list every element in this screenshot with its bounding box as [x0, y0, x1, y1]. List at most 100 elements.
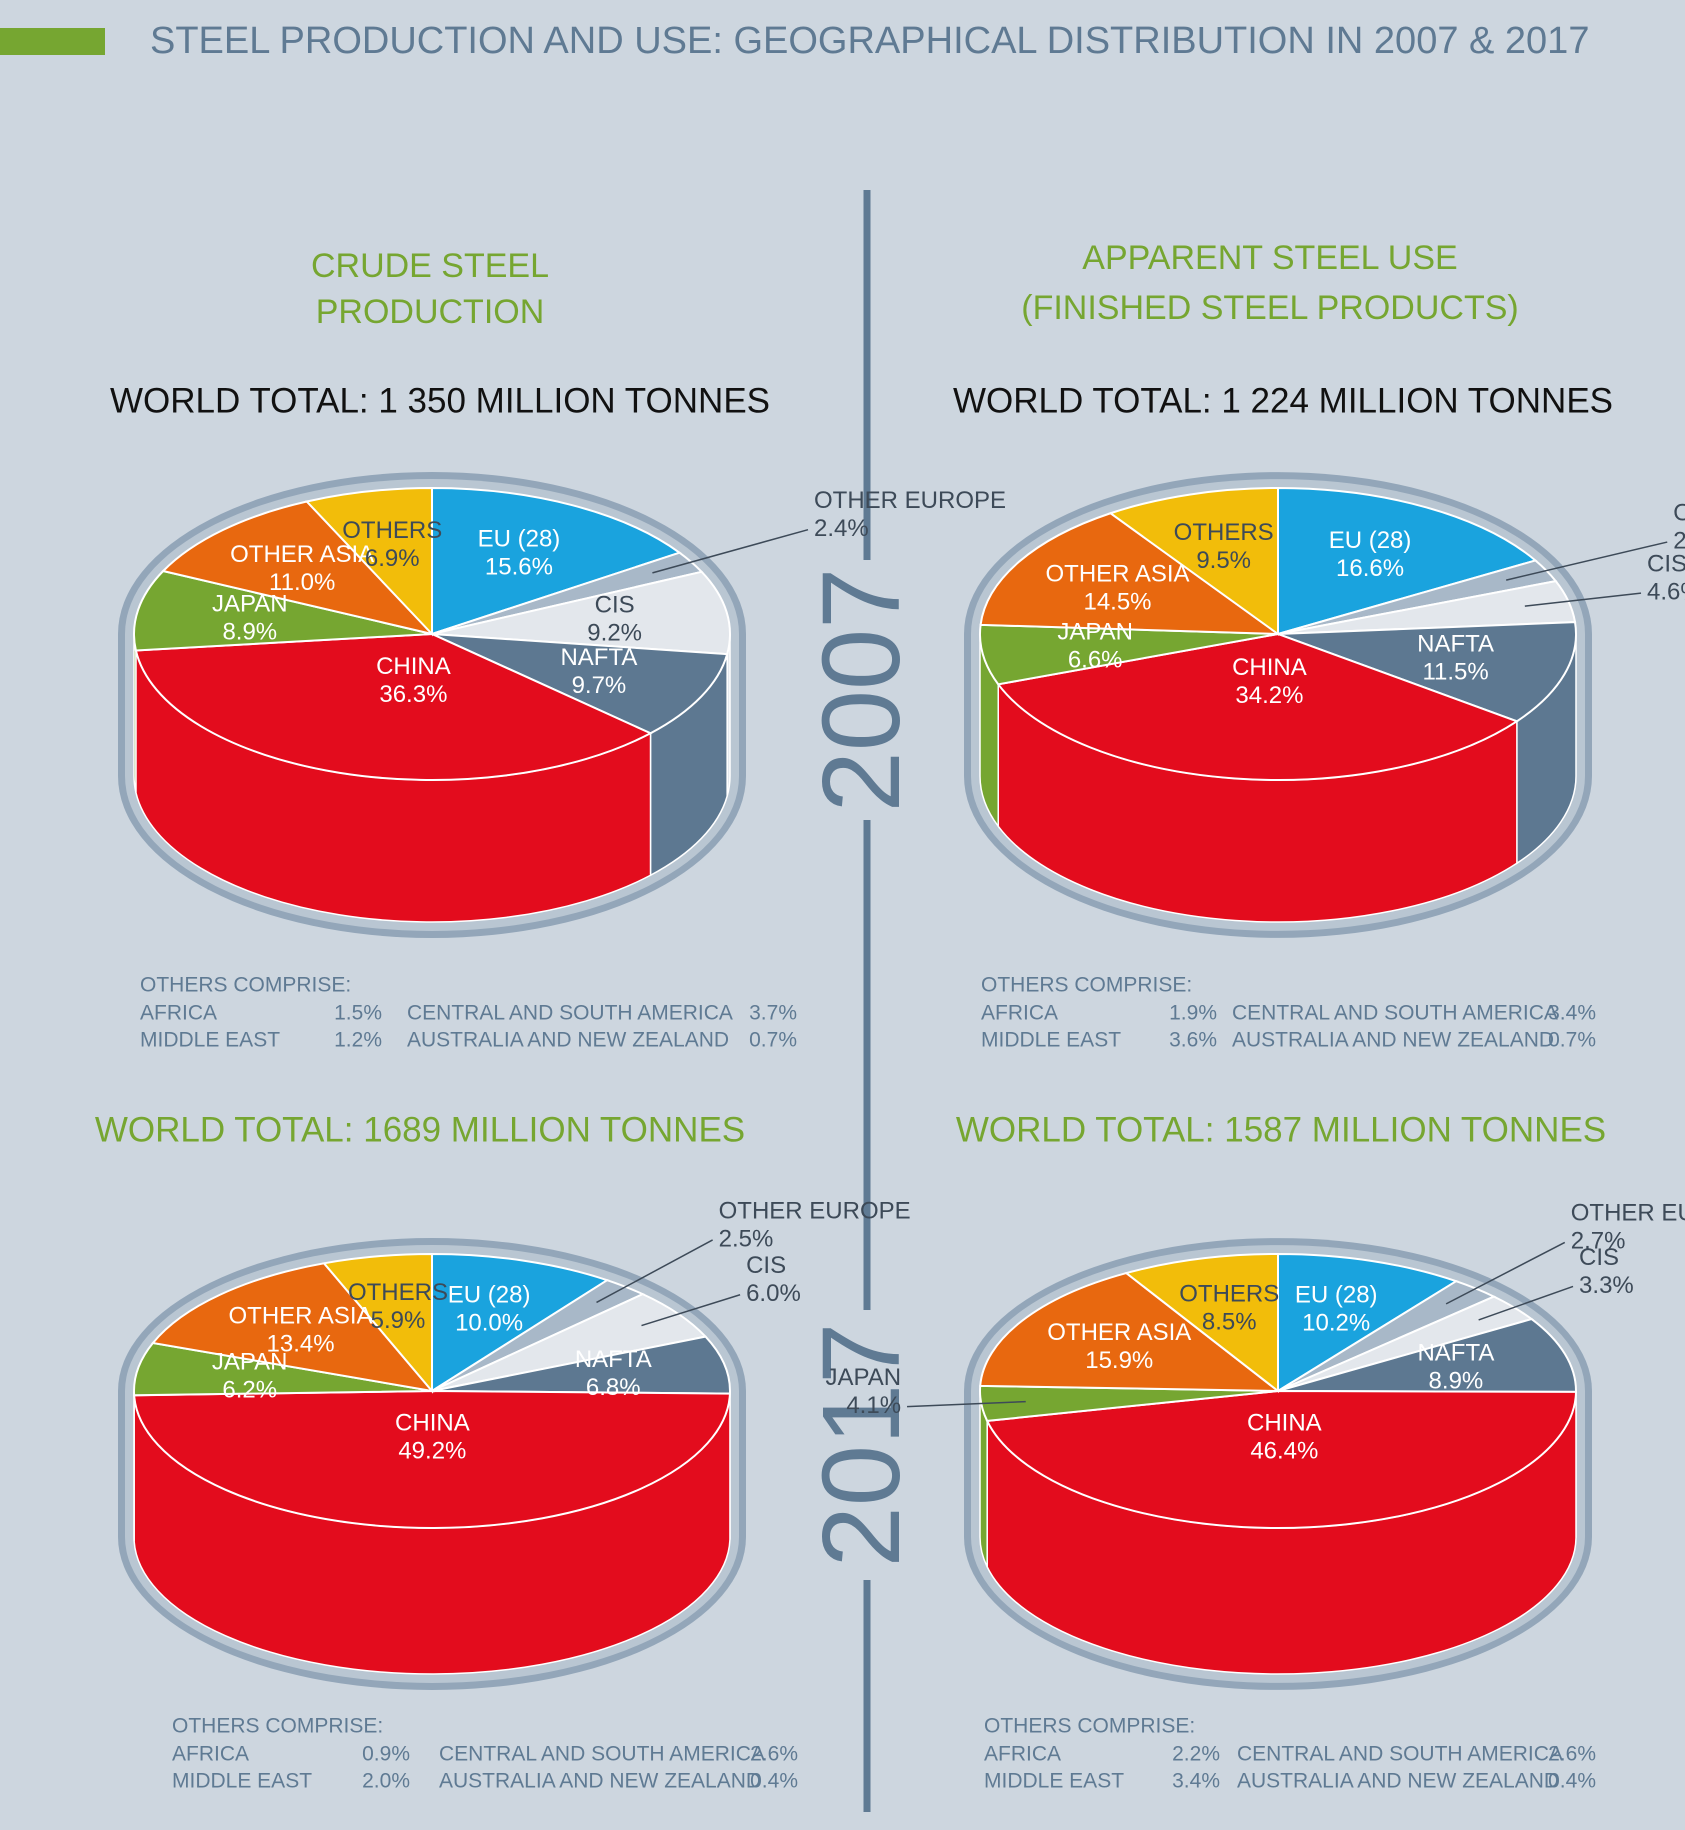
slice-value: 6.6%	[1068, 646, 1123, 673]
others-title: OTHERS COMPRISE:	[984, 1715, 1195, 1738]
pie-slice	[431, 486, 682, 636]
slice-value: 3.3%	[1579, 1272, 1634, 1299]
slice-label: JAPAN	[1057, 618, 1133, 645]
pie-slice	[431, 633, 729, 735]
page-title: STEEL PRODUCTION AND USE: GEOGRAPHICAL D…	[150, 20, 1589, 62]
slice-label: OTHER EUROPE	[719, 1197, 911, 1224]
column-title: APPARENT STEEL USE	[1082, 239, 1457, 277]
slice-label: OTHER ASIA	[229, 1303, 373, 1330]
others-title: OTHERS COMPRISE:	[981, 974, 1192, 997]
leader-line	[652, 528, 809, 574]
slice-value: 49.2%	[398, 1438, 466, 1465]
others-value: 0.9%	[362, 1743, 410, 1766]
slice-label: OTHER ASIA	[1045, 560, 1189, 587]
others-category: CENTRAL AND SOUTH AMERICA	[1237, 1743, 1563, 1766]
pie-slice	[1277, 1317, 1577, 1393]
others-value: 2.6%	[1548, 1743, 1596, 1766]
slice-value: 36.3%	[379, 681, 447, 708]
slice-value: 46.4%	[1250, 1438, 1318, 1465]
slice-label: EU (28)	[448, 1282, 531, 1309]
pie-slice	[134, 632, 653, 781]
slice-label: JAPAN	[825, 1364, 901, 1391]
others-value: 0.7%	[1548, 1029, 1596, 1052]
slice-label: OTHER ASIA	[230, 541, 374, 568]
others-value: 2.2%	[1172, 1743, 1220, 1766]
slice-label: NAFTA	[1417, 630, 1494, 657]
slice-value: 6.2%	[222, 1377, 277, 1404]
pie-slice	[133, 1341, 433, 1397]
slice-label: OTHERS	[342, 517, 442, 544]
pie-slice	[1108, 486, 1279, 636]
others-category: AUSTRALIA AND NEW ZEALAND	[439, 1770, 761, 1793]
pie-slice	[979, 623, 1279, 686]
slice-value: 8.9%	[1429, 1367, 1484, 1394]
leader-line	[907, 1400, 1026, 1408]
slice-label: OTHERS	[348, 1279, 448, 1306]
others-value: 2.6%	[750, 1743, 798, 1766]
others-category: AUSTRALIA AND NEW ZEALAND	[407, 1029, 729, 1052]
slice-value: 2.5%	[719, 1225, 774, 1252]
year-label: 2017	[800, 1323, 923, 1568]
slice-value: 2.4%	[814, 515, 869, 542]
others-title: OTHERS COMPRISE:	[172, 1715, 383, 1738]
others-value: 1.5%	[334, 1002, 382, 1025]
leader-line	[596, 1239, 713, 1304]
slice-label: CIS	[746, 1252, 786, 1279]
slice-label: OTHERS	[1179, 1280, 1279, 1307]
pie-slice	[979, 512, 1282, 636]
slice-label: CIS	[1647, 550, 1685, 577]
slice-value: 2.5%	[1673, 527, 1685, 554]
slice-value: 13.4%	[267, 1331, 335, 1358]
others-category: MIDDLE EAST	[172, 1770, 312, 1793]
others-category: MIDDLE EAST	[984, 1770, 1124, 1793]
title-bar	[0, 28, 105, 55]
slice-value: 6.8%	[586, 1374, 641, 1401]
column-title: CRUDE STEEL	[311, 247, 549, 285]
slice-value: 10.2%	[1302, 1310, 1370, 1337]
pie-slice	[151, 1262, 435, 1393]
pie-slice	[1277, 486, 1538, 636]
pie-slice	[431, 1335, 731, 1395]
chart-title: WORLD TOTAL: 1689 MILLION TONNES	[95, 1110, 745, 1149]
pie-slice	[133, 569, 433, 652]
others-value: 0.7%	[749, 1029, 797, 1052]
pie-slice	[322, 1252, 433, 1394]
pie-slice	[1124, 1252, 1279, 1394]
pie-slice	[996, 632, 1520, 781]
pie-slice	[133, 1389, 731, 1529]
others-value: 2.0%	[362, 1770, 410, 1793]
slice-value: 16.6%	[1336, 555, 1404, 582]
chart-title: WORLD TOTAL: 1 350 MILLION TONNES	[110, 381, 770, 420]
others-category: AFRICA	[981, 1002, 1058, 1025]
slice-label: CHINA	[1247, 1410, 1322, 1437]
others-category: MIDDLE EAST	[981, 1029, 1121, 1052]
pie-slice	[304, 486, 433, 637]
pie-slice	[979, 1271, 1281, 1393]
others-category: CENTRAL AND SOUTH AMERICA	[439, 1743, 765, 1766]
pie-side	[133, 633, 137, 793]
others-value: 3.4%	[1548, 1002, 1596, 1025]
slice-label: CHINA	[1232, 654, 1307, 681]
slice-value: 2.7%	[1571, 1228, 1626, 1255]
slice-label: JAPAN	[212, 590, 288, 617]
others-value: 3.6%	[1169, 1029, 1217, 1052]
slice-label: CIS	[595, 592, 635, 619]
others-category: AFRICA	[140, 1002, 217, 1025]
chart-title: WORLD TOTAL: 1587 MILLION TONNES	[956, 1110, 1606, 1149]
others-value: 0.4%	[1548, 1770, 1596, 1793]
pie-slice	[1277, 621, 1577, 723]
slice-value: 6.0%	[746, 1280, 801, 1307]
others-category: AFRICA	[984, 1743, 1061, 1766]
pie-slice	[1277, 1252, 1459, 1393]
others-category: AUSTRALIA AND NEW ZEALAND	[1237, 1770, 1559, 1793]
others-category: CENTRAL AND SOUTH AMERICA	[1232, 1002, 1558, 1025]
others-category: CENTRAL AND SOUTH AMERICA	[407, 1002, 733, 1025]
slice-value: 8.5%	[1202, 1308, 1257, 1335]
others-value: 3.7%	[749, 1002, 797, 1025]
slice-value: 4.6%	[1647, 578, 1685, 605]
slice-value: 9.5%	[1196, 547, 1251, 574]
slice-label: CHINA	[376, 653, 451, 680]
slice-label: NAFTA	[560, 644, 637, 671]
column-title: PRODUCTION	[316, 293, 545, 331]
